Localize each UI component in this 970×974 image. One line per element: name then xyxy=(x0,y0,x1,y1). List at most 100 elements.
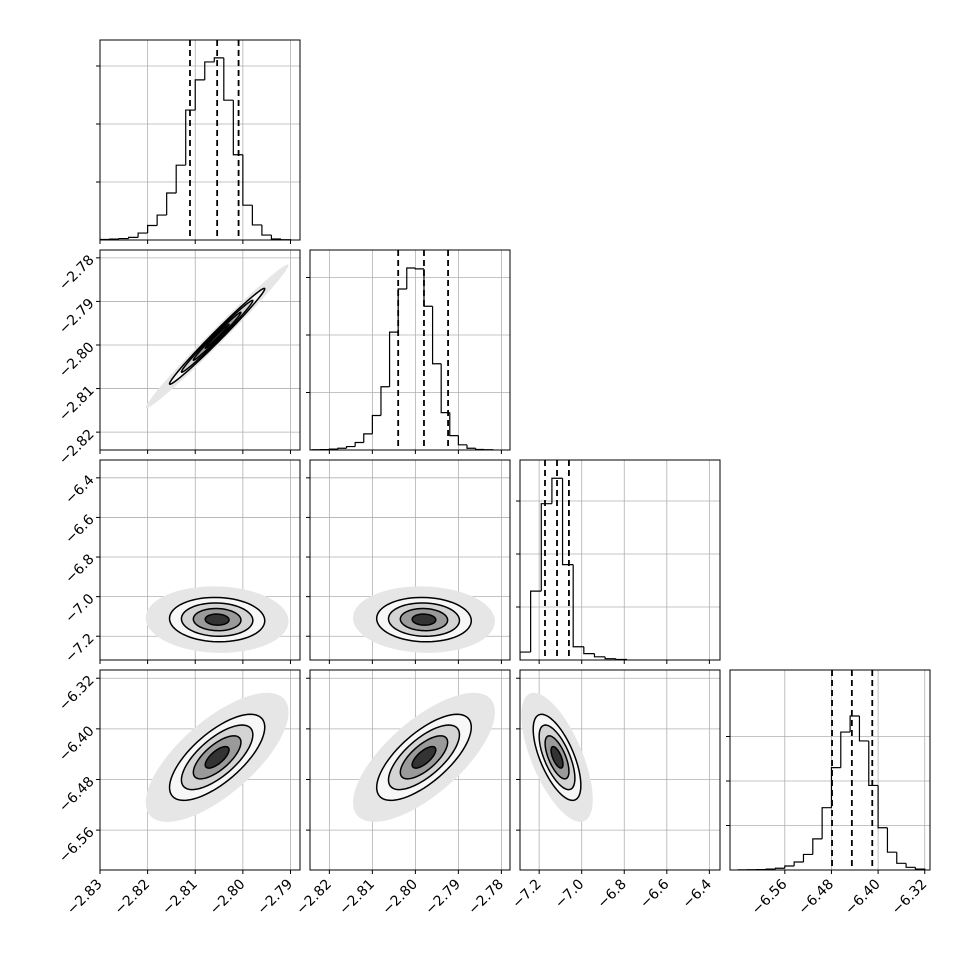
hist-step xyxy=(794,862,803,866)
panel-frame xyxy=(100,40,300,240)
x-tick-label: −2.79 xyxy=(254,876,296,918)
x-tick-label: −6.4 xyxy=(680,876,715,911)
x-tick-label: −2.80 xyxy=(207,876,249,918)
hist-step xyxy=(775,868,784,869)
x-tick-label: −6.56 xyxy=(749,876,791,918)
hist-step xyxy=(415,268,424,269)
hist-step xyxy=(186,110,196,165)
x-tick-label: −6.40 xyxy=(842,876,884,918)
panel xyxy=(730,670,930,870)
hist-step xyxy=(563,478,574,564)
hist-step xyxy=(205,62,215,80)
hist-step xyxy=(813,839,822,855)
panel-frame xyxy=(520,460,720,660)
hist-step xyxy=(390,332,399,387)
hist-step xyxy=(458,436,467,445)
y-tick-label: −2.82 xyxy=(56,426,98,468)
panel xyxy=(100,460,300,660)
hist-step xyxy=(407,268,416,289)
x-tick-label: −2.82 xyxy=(293,876,335,918)
panel xyxy=(520,670,720,870)
hist-step xyxy=(869,741,878,786)
hist-step xyxy=(252,205,262,225)
y-tick-label: −7.0 xyxy=(62,591,97,626)
x-tick-label: −2.80 xyxy=(379,876,421,918)
hist-step xyxy=(148,225,158,233)
hist-step xyxy=(224,58,234,100)
contour xyxy=(412,614,436,625)
y-tick-label: −2.79 xyxy=(56,296,98,338)
x-tick-label: −2.81 xyxy=(336,876,378,918)
x-tick-label: −2.78 xyxy=(465,876,507,918)
hist-step xyxy=(594,654,605,657)
hist-step xyxy=(338,448,347,449)
y-tick-label: −6.32 xyxy=(56,673,98,715)
panel-frame xyxy=(730,670,930,870)
hist-step xyxy=(167,193,177,215)
panel xyxy=(310,670,510,870)
hist-step xyxy=(195,80,205,110)
hist-step xyxy=(878,785,887,827)
y-tick-label: −2.81 xyxy=(56,383,98,425)
panel xyxy=(100,670,300,870)
panel xyxy=(100,250,300,450)
hist-step xyxy=(157,215,167,225)
hist-step xyxy=(372,415,381,433)
x-tick-label: −6.32 xyxy=(889,876,931,918)
hist-step xyxy=(138,233,148,237)
panel xyxy=(520,460,720,660)
y-tick-label: −6.4 xyxy=(62,472,97,507)
x-tick-label: −7.2 xyxy=(509,876,544,911)
hist-step xyxy=(355,443,364,447)
x-tick-label: −2.83 xyxy=(64,876,106,918)
y-tick-label: −6.40 xyxy=(56,723,98,765)
x-tick-label: −6.48 xyxy=(795,876,837,918)
hist-step xyxy=(467,445,476,448)
hist-step xyxy=(897,852,906,863)
hist-step xyxy=(573,565,584,647)
x-tick-label: −2.79 xyxy=(422,876,464,918)
y-tick-label: −2.78 xyxy=(56,252,98,294)
hist-step xyxy=(531,591,542,652)
hist-step xyxy=(119,239,129,240)
hist-step xyxy=(233,100,243,155)
hist-step xyxy=(906,863,915,867)
hist-step xyxy=(803,854,812,862)
hist-step xyxy=(785,866,794,868)
hist-step xyxy=(822,808,831,839)
hist-step xyxy=(398,289,407,332)
hist-step xyxy=(859,716,868,741)
x-tick-label: −7.0 xyxy=(552,876,587,911)
hist-step xyxy=(347,447,356,449)
panel-frame xyxy=(310,250,510,450)
hist-step xyxy=(887,828,896,852)
y-tick-label: −6.56 xyxy=(56,824,98,866)
hist-step xyxy=(476,448,485,449)
hist-step xyxy=(271,235,281,239)
contour xyxy=(205,614,229,625)
y-tick-label: −6.8 xyxy=(62,551,97,586)
hist-step xyxy=(605,657,616,659)
y-tick-label: −6.48 xyxy=(56,774,98,816)
panel xyxy=(310,460,510,660)
y-tick-label: −7.2 xyxy=(62,631,97,666)
hist-step xyxy=(584,647,595,654)
hist-step xyxy=(424,269,433,306)
y-tick-label: −2.80 xyxy=(56,339,98,381)
hist-step xyxy=(243,155,253,205)
hist-step xyxy=(541,504,552,591)
hist-step xyxy=(214,58,224,62)
hist-step xyxy=(176,165,186,193)
x-tick-label: −2.82 xyxy=(112,876,154,918)
hist-step xyxy=(841,732,850,768)
x-tick-label: −2.81 xyxy=(159,876,201,918)
panel xyxy=(100,40,300,240)
x-tick-label: −6.6 xyxy=(637,876,672,911)
y-tick-label: −6.6 xyxy=(62,512,97,547)
hist-step xyxy=(262,225,272,235)
hist-step xyxy=(450,413,459,436)
hist-step xyxy=(364,434,373,443)
hist-step xyxy=(129,237,139,238)
hist-step xyxy=(381,387,390,416)
